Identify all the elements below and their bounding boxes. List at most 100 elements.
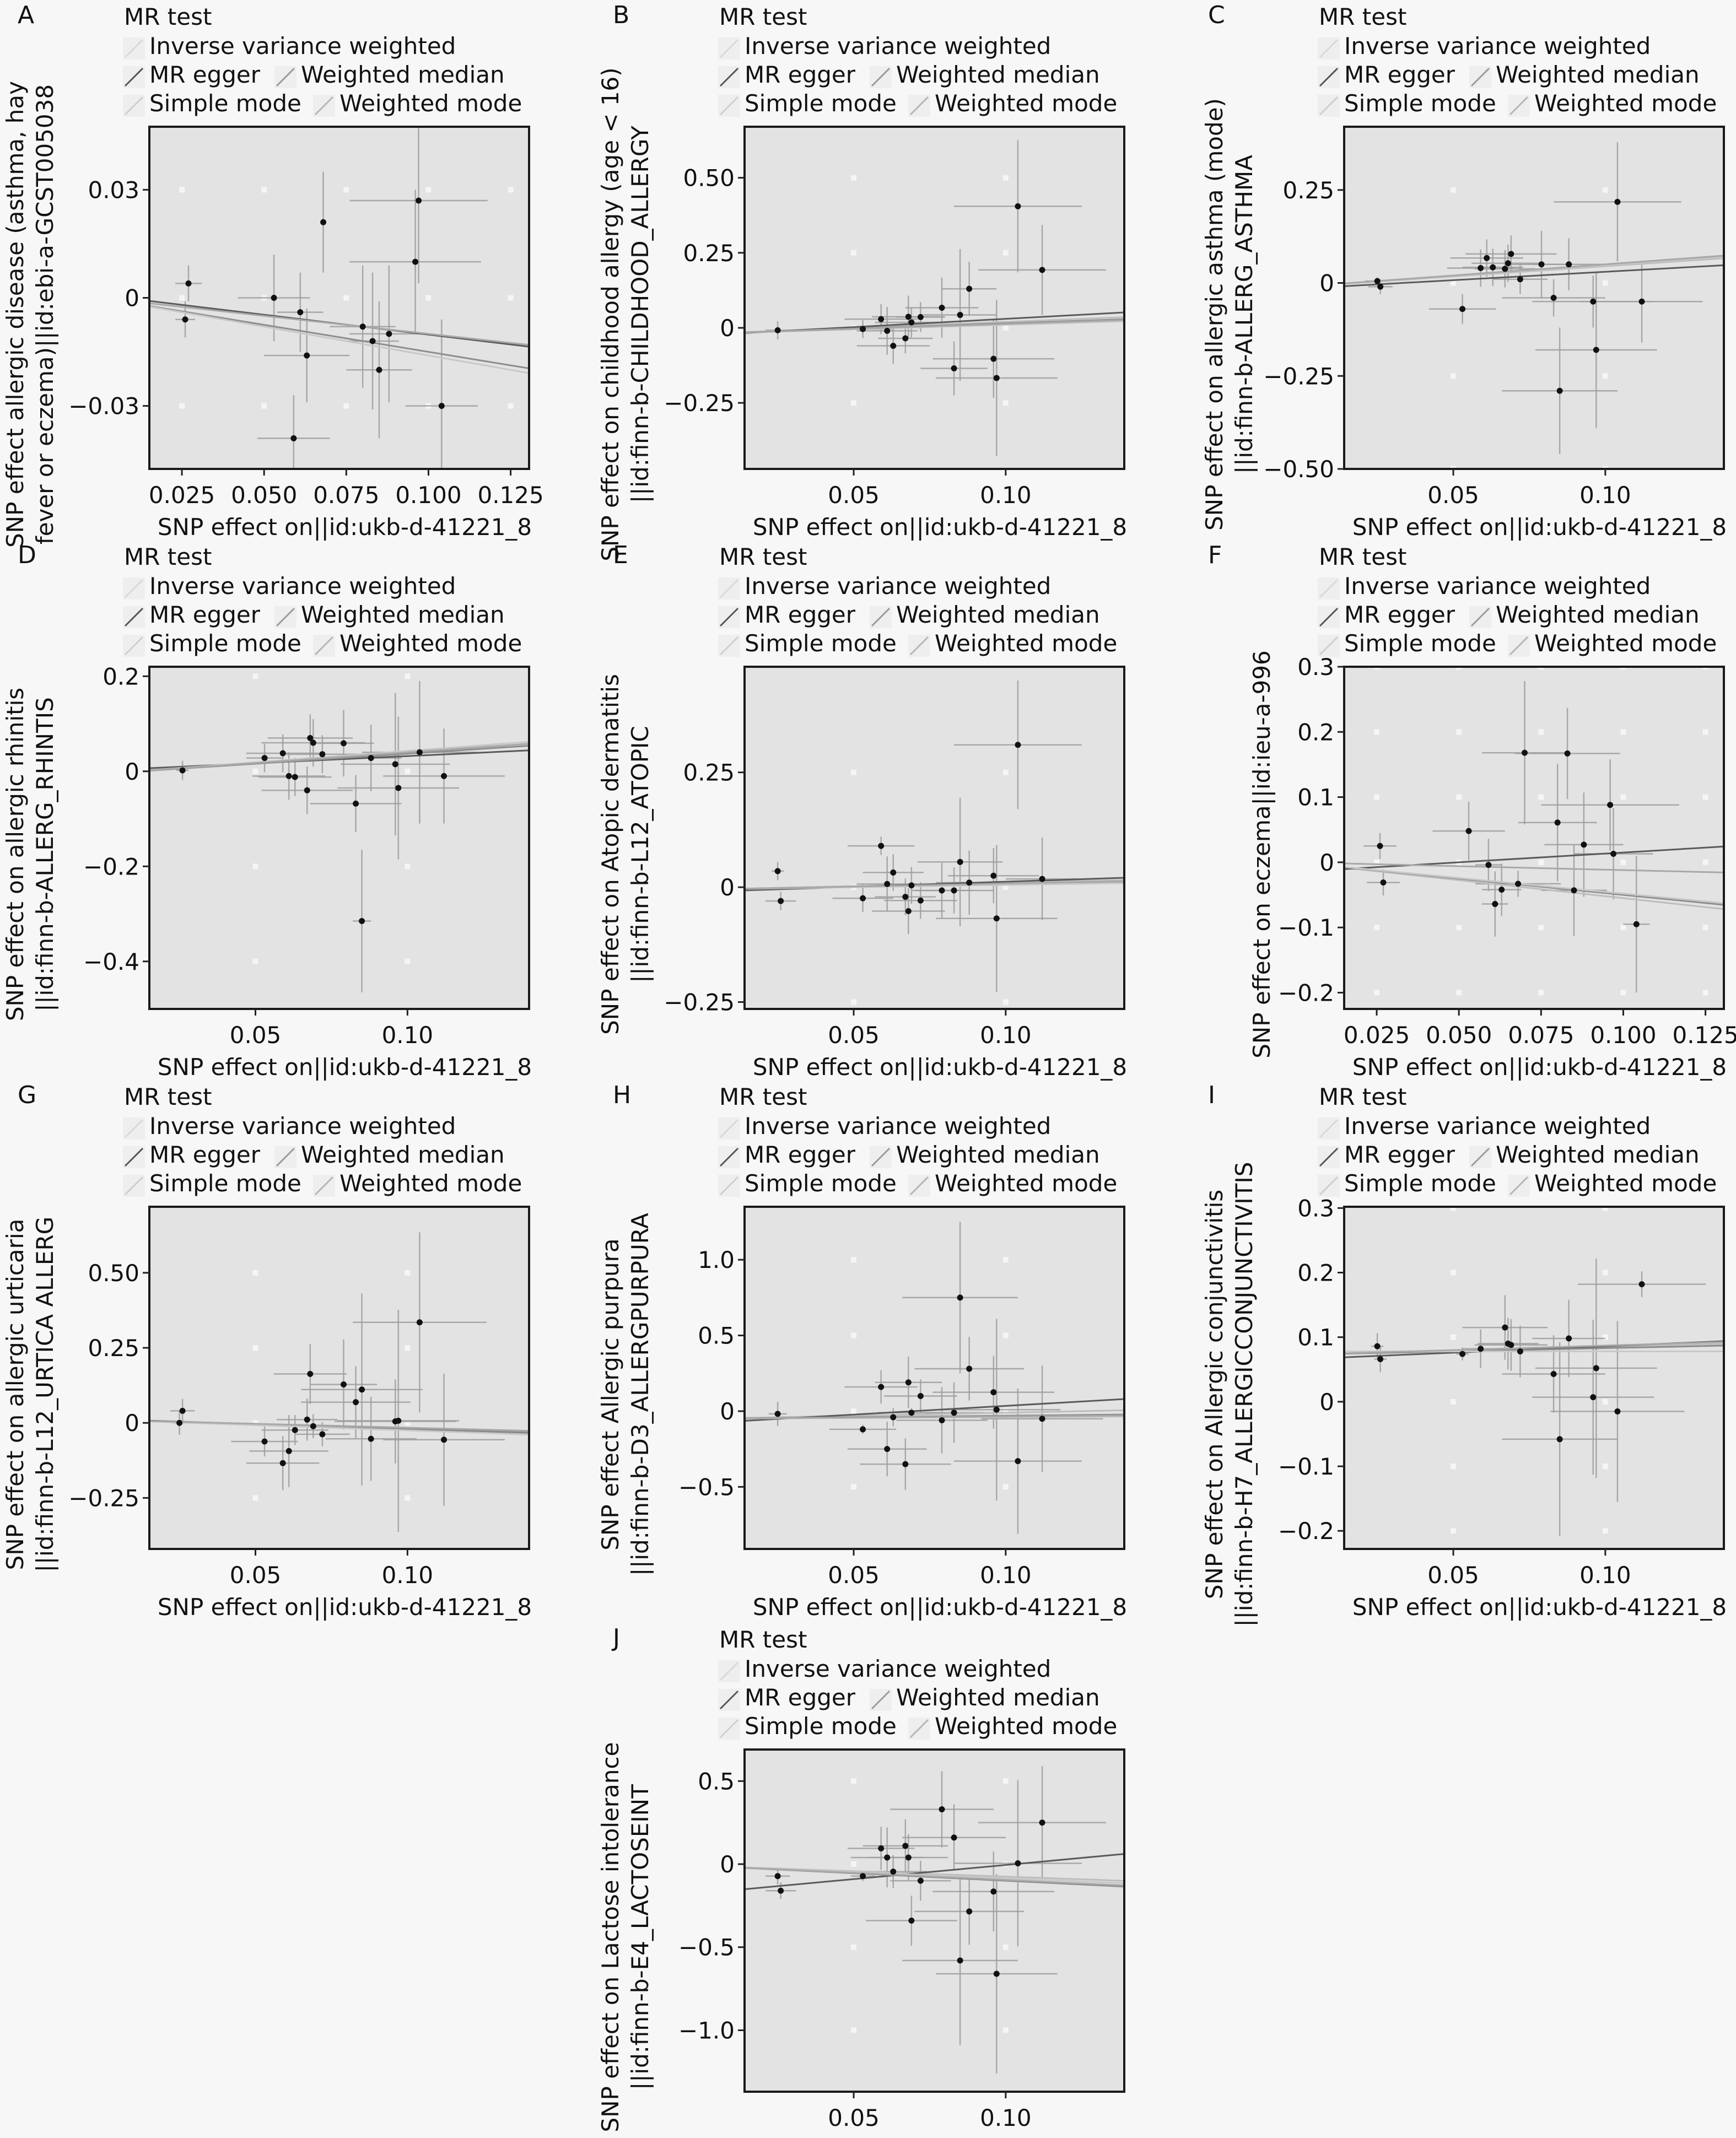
- panel-letter: I: [1208, 1081, 1215, 1109]
- legend-key-line: [1319, 96, 1339, 116]
- grid-mark: [1002, 1408, 1009, 1414]
- y-tick-label: −0.50: [1263, 456, 1334, 483]
- x-tick-label: 0.025: [1344, 1022, 1410, 1049]
- grid-mark: [1620, 729, 1626, 735]
- legend-key-icon: [908, 1718, 930, 1740]
- grid-mark: [1002, 2027, 1009, 2033]
- legend-label: MR egger: [745, 1684, 856, 1711]
- legend-key-line: [1509, 1176, 1529, 1196]
- data-point: [304, 787, 310, 793]
- plot-background: [745, 1207, 1124, 1549]
- x-tick-label: 0.05: [1427, 1562, 1479, 1589]
- data-point: [902, 1461, 909, 1467]
- y-axis-label: SNP effect on childhood allergy (age < 1…: [597, 67, 624, 561]
- data-point: [376, 366, 382, 373]
- data-point: [1465, 828, 1472, 834]
- grid-mark: [1002, 250, 1009, 256]
- grid-mark: [1456, 990, 1462, 996]
- data-point: [1550, 295, 1557, 301]
- data-point: [1517, 1348, 1523, 1354]
- legend-key-icon: [313, 1175, 335, 1197]
- data-point: [908, 1410, 915, 1416]
- legend-item: Weighted median: [274, 601, 505, 628]
- y-tick-label: −0.25: [1263, 363, 1334, 390]
- legend-label: Simple mode: [745, 1170, 897, 1197]
- grid-mark: [1538, 859, 1544, 865]
- grid-mark: [405, 1420, 411, 1426]
- legend-item: Inverse variance weighted: [718, 1113, 1051, 1140]
- grid-mark: [1702, 925, 1708, 931]
- grid-mark: [1002, 400, 1009, 406]
- data-point: [957, 1957, 963, 1964]
- legend-key-icon: [718, 95, 740, 117]
- y-tick-label: 0: [720, 315, 735, 342]
- data-point: [395, 785, 402, 791]
- data-point: [1484, 255, 1490, 261]
- data-point: [1377, 843, 1383, 849]
- data-point: [957, 1294, 963, 1301]
- grid-mark: [851, 1332, 857, 1338]
- legend-item: Weighted mode: [313, 1170, 522, 1197]
- y-tick-label: −0.1: [1278, 914, 1334, 941]
- legend-key-icon: [1318, 577, 1340, 600]
- data-point: [319, 1431, 326, 1438]
- data-point: [1478, 1346, 1484, 1352]
- legend-item: MR egger: [123, 601, 261, 628]
- data-point: [990, 1888, 997, 1895]
- legend-key-line: [719, 607, 739, 627]
- data-point: [416, 197, 422, 204]
- data-point: [778, 1887, 784, 1894]
- legend-key-icon: [1318, 66, 1340, 88]
- legend-key-icon: [718, 577, 740, 600]
- legend-item: Inverse variance weighted: [123, 573, 456, 600]
- legend-key-icon: [274, 606, 296, 628]
- plot-frame: [1343, 1206, 1725, 1550]
- panel-letter: C: [1208, 1, 1225, 29]
- data-point: [993, 915, 1000, 922]
- grid-mark: [1602, 187, 1608, 193]
- grid-mark: [1602, 280, 1608, 286]
- grid-mark: [851, 1861, 857, 1867]
- grid-mark: [252, 768, 258, 774]
- plot-area: [745, 140, 1124, 456]
- legend-label: Simple mode: [1344, 1170, 1496, 1197]
- plot-area: [149, 127, 529, 469]
- y-tick-label: 0: [125, 285, 139, 312]
- grid-mark: [252, 958, 258, 964]
- legend-key-icon: [1318, 606, 1340, 628]
- data-point: [917, 1877, 924, 1884]
- legend-key-line: [124, 607, 144, 627]
- legend-label: Simple mode: [149, 90, 301, 117]
- legend-label: Inverse variance weighted: [1344, 1113, 1651, 1140]
- y-tick-label: 0.3: [1297, 1195, 1334, 1222]
- regression-line-weighted-mode: [1344, 862, 1724, 873]
- data-point: [908, 1918, 915, 1924]
- x-axis-label: SNP effect on||id:ukb-d-41221_8: [753, 1594, 1127, 1621]
- legend-label: MR egger: [149, 601, 261, 628]
- data-point: [412, 258, 419, 265]
- legend-label: MR egger: [1344, 1141, 1455, 1168]
- legend-key-icon: [123, 635, 145, 657]
- grid-mark: [1374, 990, 1380, 996]
- legend-key-icon: [870, 1146, 892, 1168]
- regression-line-weighted-mode: [149, 1420, 529, 1432]
- legend-key-icon: [1318, 1146, 1340, 1168]
- data-point: [441, 773, 448, 779]
- plot-frame: [743, 666, 1125, 1010]
- legend-item: Inverse variance weighted: [1318, 33, 1651, 60]
- y-axis-label: ||id:finn-b-H7_ALLERGICCONJUNCTIVITIS: [1231, 1162, 1258, 1627]
- grid-mark: [1002, 999, 1009, 1005]
- data-point: [353, 1399, 359, 1406]
- legend-title: MR test: [1319, 543, 1406, 570]
- legend-key-line: [719, 1719, 739, 1739]
- x-tick-label: 0.050: [1426, 1022, 1492, 1049]
- x-axis-label: SNP effect on||id:ukb-d-41221_8: [1352, 514, 1727, 541]
- grid-mark: [1620, 990, 1626, 996]
- data-point: [917, 1392, 924, 1399]
- legend-item: Simple mode: [123, 1170, 301, 1197]
- y-tick-label: 0.03: [88, 176, 139, 203]
- data-point: [1593, 347, 1599, 353]
